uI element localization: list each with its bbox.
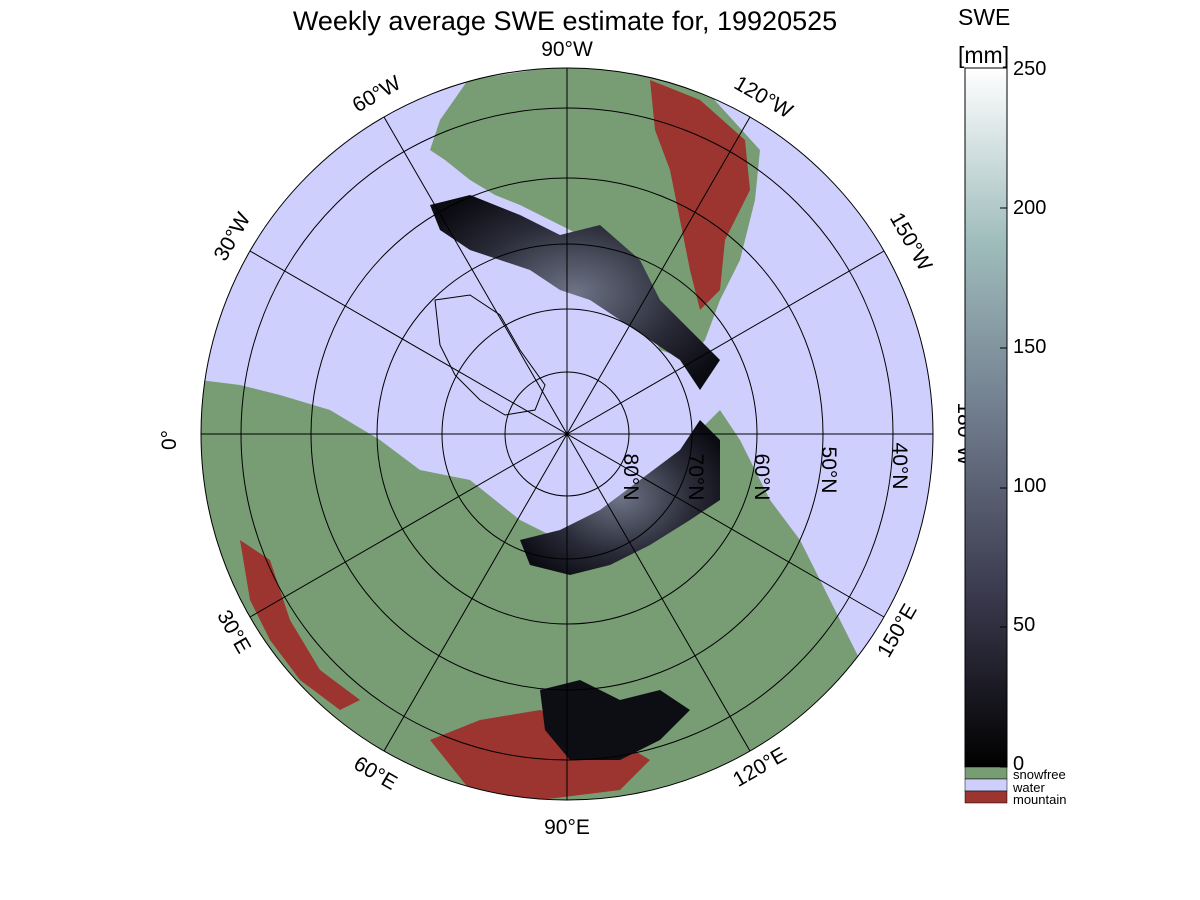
lat-label-80n: 80°N (619, 454, 642, 501)
colorbar-title-unit: [mm] (958, 42, 1010, 68)
colorbar-title-swe: SWE (958, 4, 1011, 30)
colorbar-tick-label-0: 0 (1013, 753, 1025, 775)
lon-label-150w: 150°W (885, 209, 937, 275)
colorbar-ticks (1000, 67, 1007, 768)
legend-label-snowfree: snowfree (1013, 767, 1066, 782)
lat-label-60n: 60°N (750, 454, 773, 501)
graticule (200, 67, 934, 801)
colorbar-tick-label-200: 200 (1013, 197, 1047, 219)
colorbar (964, 67, 1008, 804)
west-na-mountains (650, 80, 750, 310)
legend-label-mountain: mountain (1013, 792, 1067, 807)
latitude-labels: 80°N 70°N 60°N 50°N 40°N (619, 443, 911, 501)
lon-label-90e: 90°E (544, 816, 590, 839)
landmasses (201, 68, 860, 800)
lon-label-60e: 60°E (350, 752, 401, 795)
snow-tibet (540, 680, 690, 760)
lon-label-0: 0° (158, 430, 181, 450)
meridian-150w-30e (249, 250, 885, 618)
legend-label-water: water (1013, 780, 1045, 795)
lat-label-70n: 70°N (684, 454, 707, 501)
alps-mountains (240, 540, 360, 710)
colorbar-tick-label-150: 150 (1013, 336, 1047, 358)
colorbar-tick-label-50: 50 (1013, 614, 1036, 636)
colorbar-swatch-water (964, 778, 1008, 792)
map-title: Weekly average SWE estimate for, 1992052… (292, 6, 838, 36)
colorbar-swatch-mountain (964, 790, 1008, 804)
colorbar-swatch-snowfree (964, 766, 1008, 780)
colorbar-tick-label-100: 100 (1013, 475, 1047, 497)
greenland (434, 294, 546, 416)
lon-label-90w: 90°W (541, 38, 593, 61)
lat-label-50n: 50°N (817, 447, 840, 494)
lat-label-40n: 40°N (888, 443, 911, 490)
colorbar-gradient (964, 67, 1008, 768)
snow-canada (430, 195, 720, 390)
snow-siberia (520, 420, 720, 575)
colorbar-tick-label-250: 250 (1013, 58, 1047, 80)
